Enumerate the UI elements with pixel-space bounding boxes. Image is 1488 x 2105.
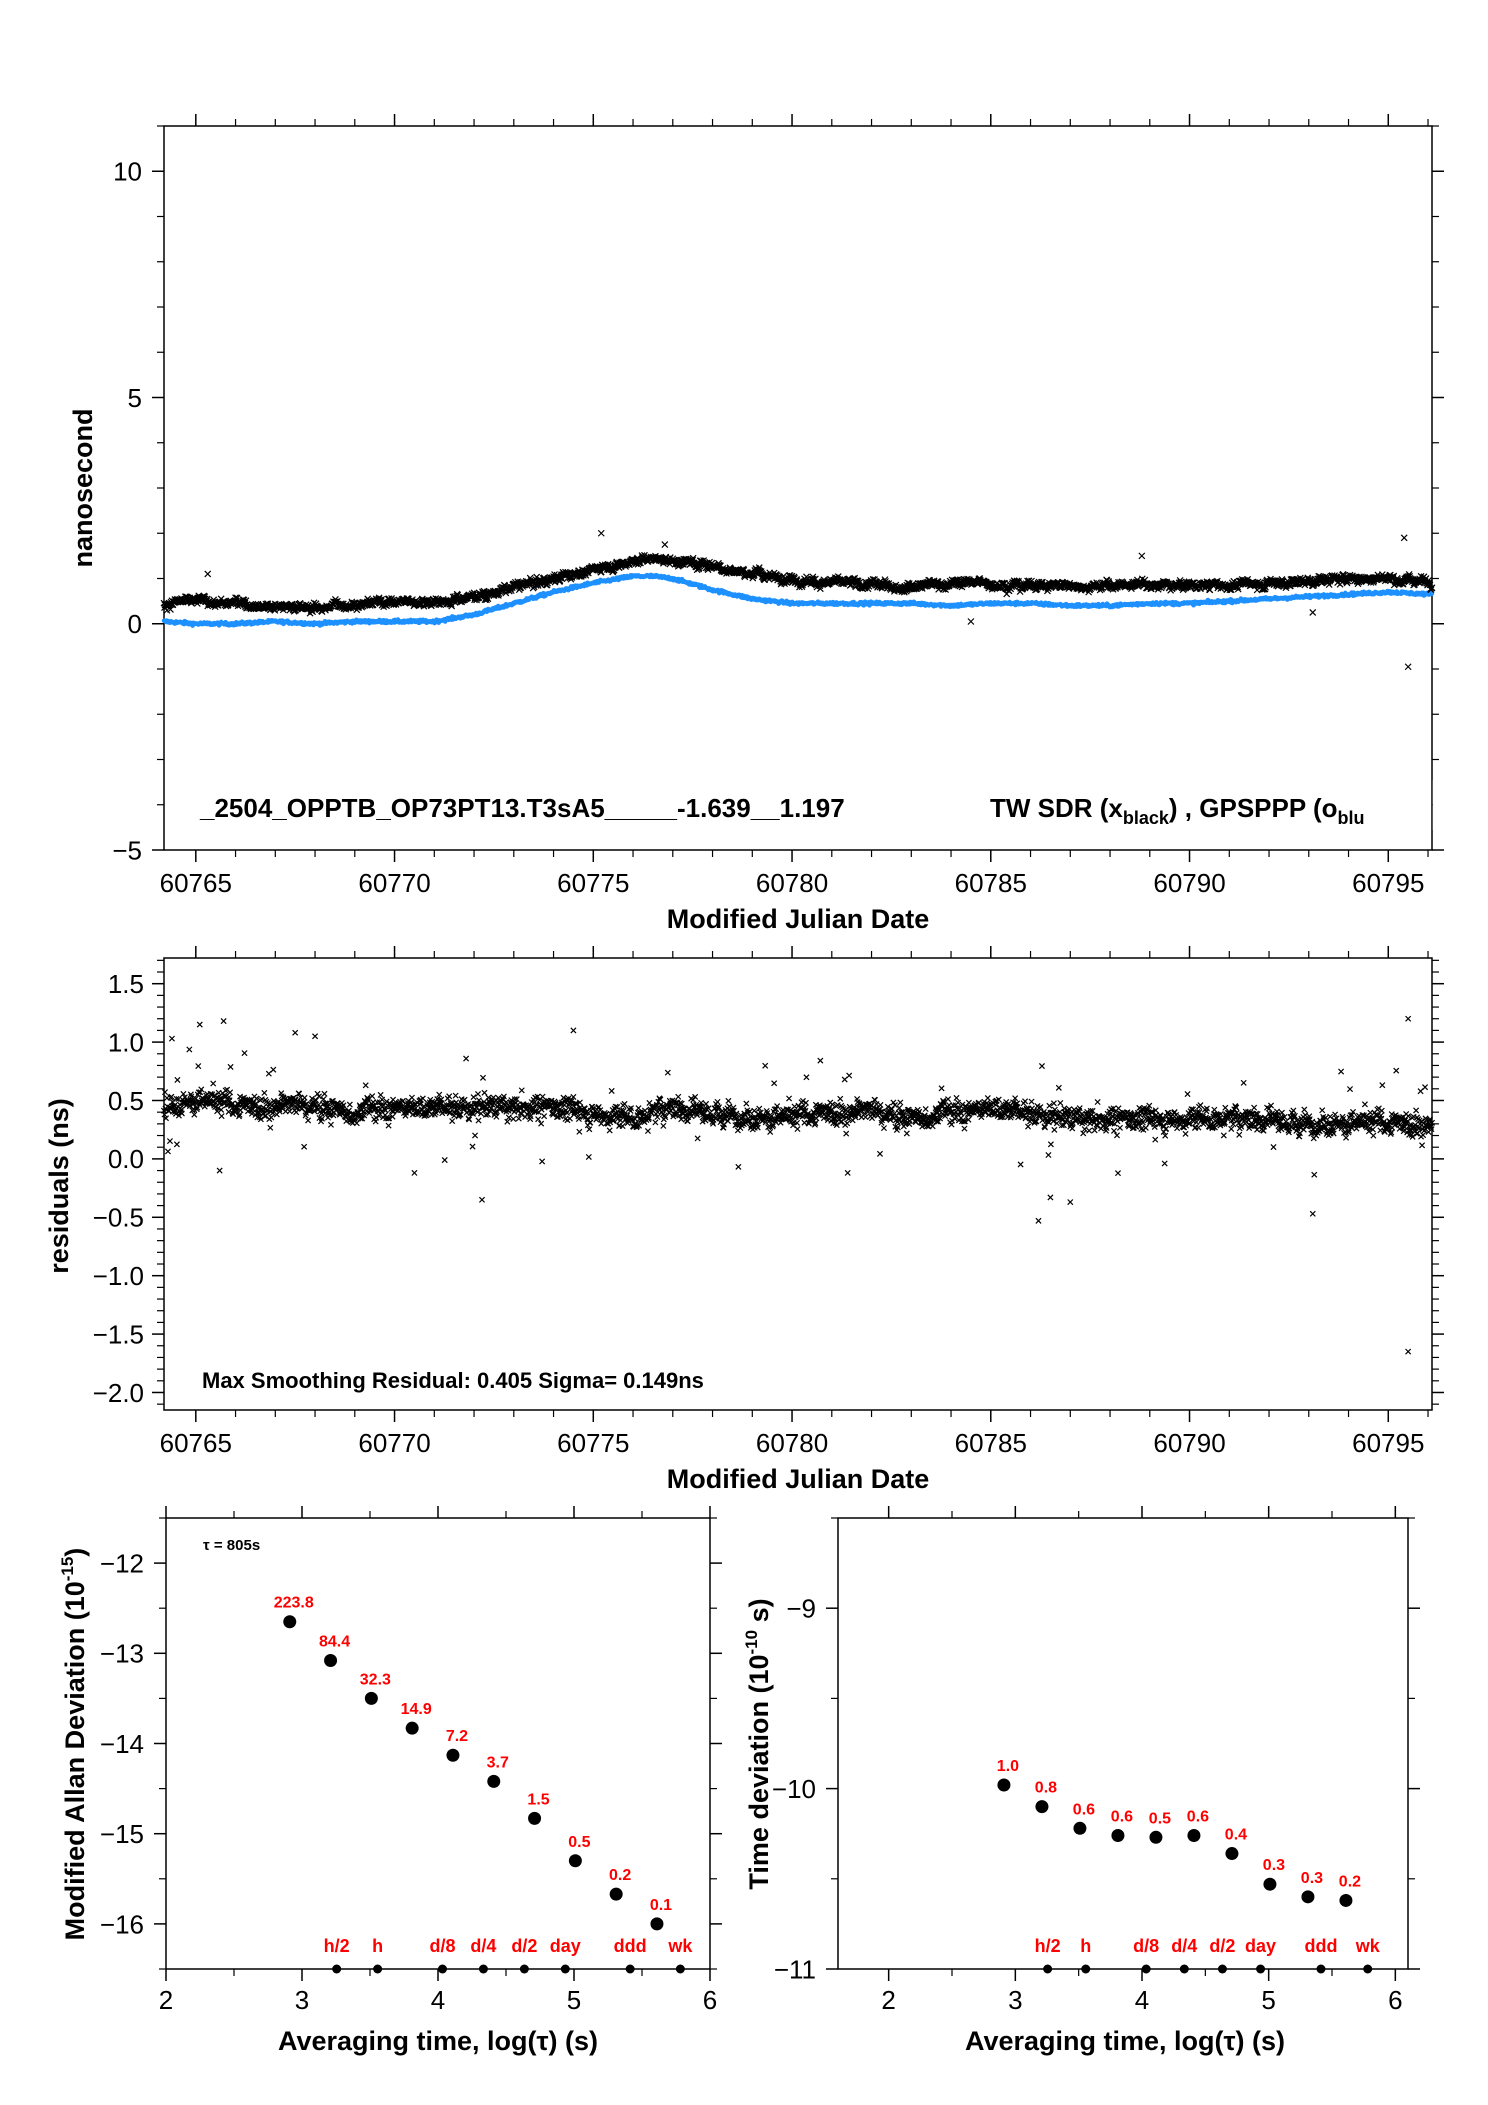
x-tick-label: 60785 (955, 1428, 1027, 1458)
residual-point (261, 1089, 268, 1096)
residual-point (218, 1113, 225, 1120)
x-tick-label: 60795 (1352, 1428, 1424, 1458)
residual-point (268, 1114, 275, 1121)
x-tick-label: 60770 (358, 1428, 430, 1458)
residual-point (186, 1046, 193, 1053)
y-tick-label: 10 (113, 157, 142, 187)
twsdr-outlier (967, 618, 975, 625)
x-tick-label: 60780 (756, 868, 828, 898)
panel-time-series: 60765 60770 60775 60780 60785 60790 60795 −5 0 5 1… (68, 114, 1488, 934)
legend-text: TW SDR (xblack) , GPSPPP (oblu (990, 793, 1364, 828)
residual-point (210, 1080, 217, 1087)
residual-point (321, 1090, 328, 1097)
y-tick-label: 0.0 (108, 1144, 144, 1174)
x-tick-label: 60775 (557, 1428, 629, 1458)
residual-point (174, 1076, 181, 1083)
y-tick-label: 0 (128, 609, 142, 639)
residual-point (166, 1138, 173, 1145)
x-tick-label: 60770 (358, 868, 430, 898)
legend-main: TW SDR (x (990, 793, 1123, 823)
tick-group: 60765 60770 60775 60780 60785 60790 60795 −5 0 5 1… (112, 114, 1444, 898)
residual-point (305, 1117, 312, 1124)
y-tick-label: −1.5 (93, 1319, 144, 1349)
y-axis-label: nanosecond (68, 408, 98, 567)
y-tick-label: −5 (112, 835, 142, 865)
x-tick-label: 60785 (955, 868, 1027, 898)
x-tick-label: 60765 (160, 1428, 232, 1458)
legend-sub: black (1123, 808, 1170, 828)
residual-point (327, 1121, 334, 1128)
y-tick-label: 1.5 (108, 969, 144, 999)
y-tick-label: 0.5 (108, 1086, 144, 1116)
residual-point (301, 1094, 308, 1101)
x-tick-label: 60780 (756, 1428, 828, 1458)
residual-point (346, 1101, 353, 1108)
twsdr-outlier (597, 529, 605, 537)
plot-frame (163, 125, 1433, 851)
legend-sub2: blu (1337, 808, 1364, 828)
twsdr-outlier (1138, 552, 1146, 560)
twsdr-outlier (1404, 663, 1412, 671)
y-tick-label: 5 (128, 383, 142, 413)
legend-sep: ) , GPSPPP (o (1169, 793, 1338, 823)
residual-point (161, 1089, 169, 1096)
y-tick-label: −1.0 (93, 1261, 144, 1291)
residual-point (195, 1063, 202, 1070)
twsdr-outlier (661, 541, 669, 548)
residual-point (267, 1124, 274, 1131)
plot-frame (163, 957, 1433, 1411)
series-group (160, 1015, 1436, 1355)
twsdr-outlier (204, 570, 212, 578)
residual-point (270, 1066, 277, 1073)
y-tick-label: −0.5 (93, 1203, 144, 1233)
legend-clip (1432, 780, 1488, 830)
x-tick-label: 60790 (1153, 868, 1225, 898)
residual-point (301, 1143, 308, 1150)
panel-residuals: 60765 60770 60775 60780 60785 60790 60795 −2.0 −… (44, 946, 1444, 1494)
x-axis-label: Modified Julian Date (667, 904, 930, 934)
twsdr-outlier (1309, 609, 1317, 616)
residual-point (227, 1063, 234, 1070)
series-group (160, 529, 1436, 671)
residual-point (173, 1141, 180, 1148)
x-tick-label: 60795 (1352, 868, 1424, 898)
chart-title: _2504_OPPTB_OP73PT13.T3sA5_____-1.639__1… (199, 793, 845, 823)
y-tick-label: −2.0 (93, 1378, 144, 1408)
y-tick-label: 1.0 (108, 1027, 144, 1057)
residual-point (241, 1050, 248, 1057)
x-tick-label: 60790 (1153, 1428, 1225, 1458)
residual-point (164, 1148, 171, 1155)
x-tick-label: 60765 (160, 868, 232, 898)
x-tick-label: 60775 (557, 868, 629, 898)
twsdr-outlier (1400, 534, 1408, 542)
